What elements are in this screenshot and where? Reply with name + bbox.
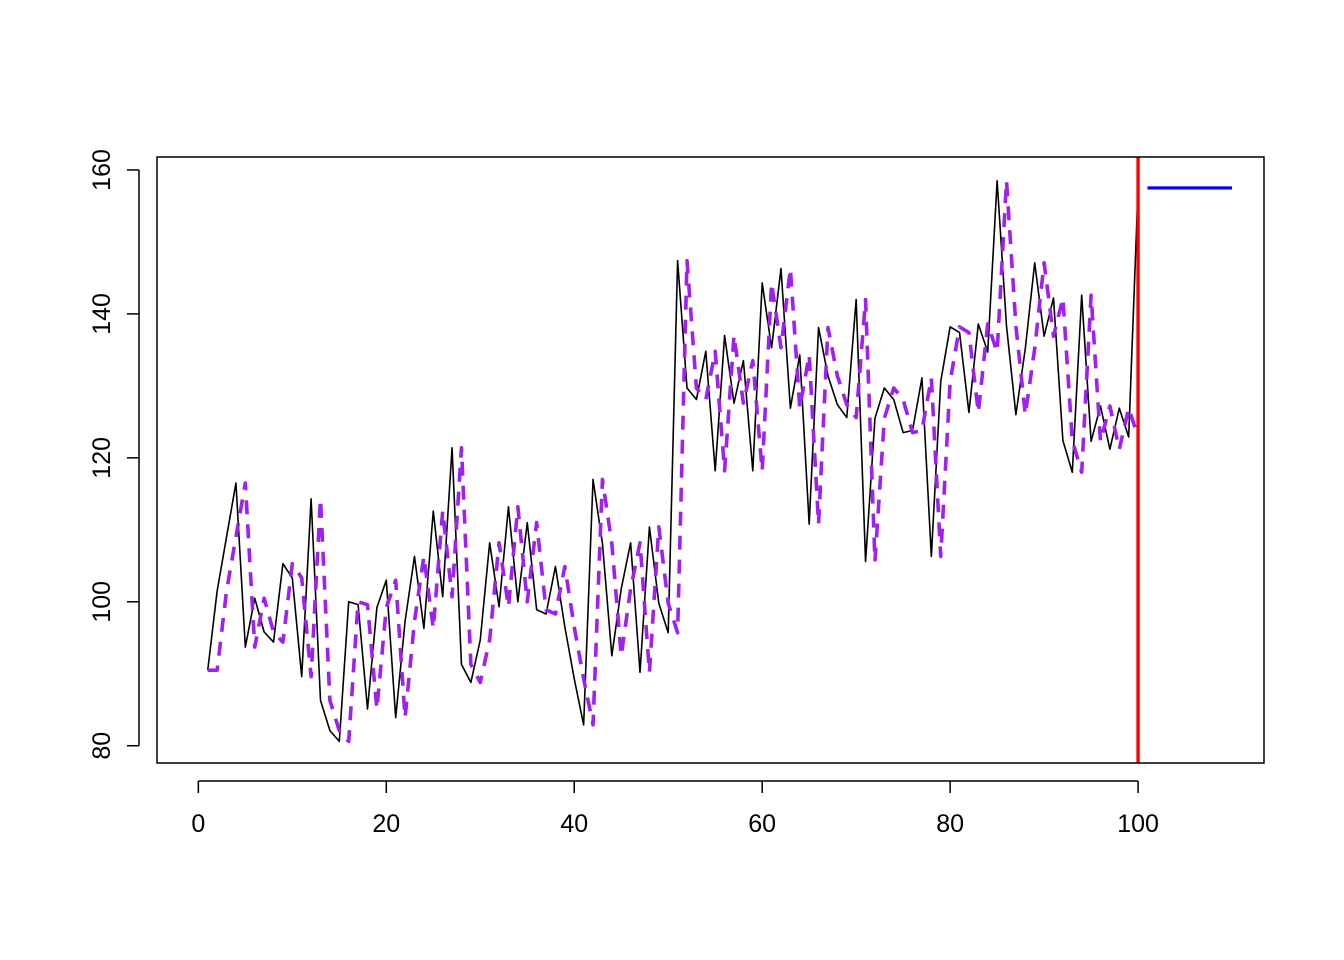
x-tick-label: 20: [372, 810, 400, 838]
series-line-observed: [206, 179, 1139, 743]
plot-frame: [156, 156, 1265, 764]
y-tick-label: 100: [88, 581, 116, 623]
x-tick-label: 40: [560, 810, 588, 838]
x-tick-label: 80: [936, 810, 964, 838]
y-tick-label: 80: [88, 732, 116, 760]
y-tick-label: 120: [88, 437, 116, 479]
y-tick-label: 140: [88, 293, 116, 335]
x-tick-label: 0: [191, 810, 205, 838]
x-tick-label: 60: [748, 810, 776, 838]
series-line-fitted: [207, 178, 1140, 744]
series-layer: [206, 157, 1233, 763]
axes: 0 20 40 60 80 100 80 100 120 140 160: [88, 149, 1159, 838]
x-tick-label: 100: [1117, 810, 1159, 838]
y-tick-label: 160: [88, 149, 116, 191]
